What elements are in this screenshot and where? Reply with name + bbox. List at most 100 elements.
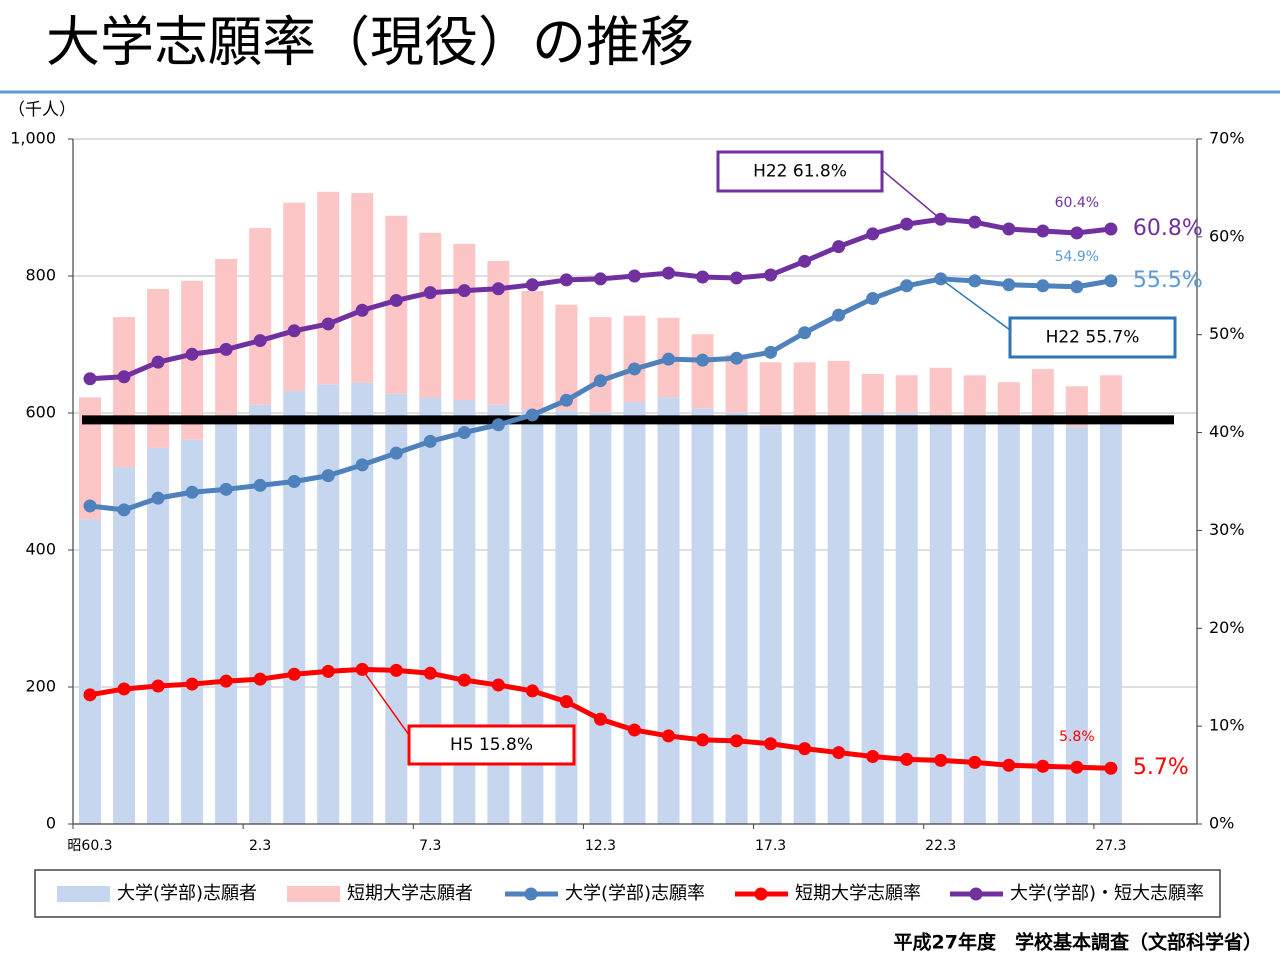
line-marker — [627, 362, 641, 376]
bar — [317, 384, 340, 824]
bar — [793, 362, 816, 420]
legend-label: 短期大学志願率 — [795, 883, 921, 904]
line-marker — [662, 352, 676, 366]
line-marker — [1104, 274, 1118, 288]
line-marker — [151, 355, 165, 369]
y-tick-label: 600 — [25, 403, 56, 422]
bar — [453, 399, 476, 824]
y-tick-label: 400 — [25, 540, 56, 559]
bar — [895, 375, 918, 413]
data-label: 5.7% — [1133, 755, 1189, 780]
line-marker — [662, 729, 676, 743]
bar — [725, 354, 748, 413]
legend-label: 大学(学部)志願者 — [117, 883, 257, 904]
line-marker — [832, 240, 846, 254]
line-marker — [389, 663, 403, 677]
line-marker — [593, 374, 607, 388]
bar — [827, 360, 850, 417]
legend-swatch — [287, 886, 340, 902]
line-marker — [423, 666, 437, 680]
bar — [181, 439, 204, 824]
x-tick-label: 2.3 — [249, 838, 271, 854]
bar — [759, 425, 782, 824]
bar — [79, 519, 101, 824]
annotation-box — [407, 724, 576, 766]
line-marker — [117, 682, 131, 696]
bar — [589, 317, 612, 413]
line-marker — [321, 469, 335, 483]
line-marker — [457, 673, 471, 687]
bar — [963, 419, 986, 824]
bar — [385, 393, 408, 824]
line-marker — [730, 351, 744, 365]
line-marker — [627, 269, 641, 283]
line-marker — [866, 749, 880, 763]
line-marker — [1002, 222, 1016, 236]
bar — [1031, 369, 1054, 420]
legend-swatch — [969, 887, 983, 901]
y-unit: （千人） — [8, 100, 76, 120]
y-tick-label: 1,000 — [10, 129, 56, 148]
bar — [113, 467, 136, 824]
legend-label: 大学(学部)・短大志願率 — [1010, 883, 1204, 904]
line-marker — [1104, 222, 1118, 236]
line-marker — [287, 324, 301, 338]
line-marker — [764, 268, 778, 282]
annotation-leader — [361, 668, 410, 736]
line-marker — [253, 334, 267, 348]
bar — [589, 412, 612, 824]
line-marker — [457, 284, 471, 298]
line-marker — [423, 286, 437, 300]
bar — [1099, 375, 1122, 417]
bar — [827, 416, 850, 824]
line-marker — [83, 499, 97, 513]
line-marker — [1036, 224, 1050, 238]
annotation-text: H22 61.8% — [753, 162, 847, 182]
bar — [861, 373, 884, 413]
line-marker — [696, 353, 710, 367]
bar — [249, 404, 272, 824]
bar — [861, 413, 884, 824]
y2-tick-label: 20% — [1209, 618, 1245, 637]
line-marker — [389, 293, 403, 307]
line-marker — [185, 347, 199, 361]
line-marker — [321, 317, 335, 331]
annotation-leader — [940, 278, 1011, 331]
line-marker — [151, 679, 165, 693]
line-marker — [968, 755, 982, 769]
line-marker — [491, 418, 505, 432]
line-marker — [1036, 759, 1050, 773]
bar — [623, 402, 646, 824]
y2-tick-label: 40% — [1209, 422, 1245, 441]
bar — [351, 382, 374, 824]
bar — [453, 243, 476, 400]
line-marker — [934, 753, 948, 767]
x-tick-label: 昭60.3 — [67, 838, 112, 854]
data-label: 54.9% — [1055, 249, 1099, 265]
bar — [249, 228, 272, 405]
legend-swatch — [754, 887, 768, 901]
line-marker — [559, 393, 573, 407]
bar — [487, 260, 510, 405]
bar — [283, 202, 306, 392]
line-marker — [117, 370, 131, 384]
bar — [555, 304, 578, 411]
bar — [623, 315, 646, 403]
line-marker — [559, 273, 573, 287]
line-marker — [1036, 279, 1050, 293]
line-marker — [219, 482, 233, 496]
annotation-box — [1008, 316, 1177, 359]
bar — [691, 408, 714, 824]
line-marker — [355, 303, 369, 317]
bar — [283, 391, 306, 824]
bar — [725, 412, 748, 824]
bar — [1065, 426, 1088, 824]
y-tick-label: 0 — [46, 814, 56, 833]
y-tick-label: 800 — [25, 266, 56, 285]
bar — [1099, 416, 1122, 824]
bar — [997, 423, 1020, 824]
y-tick-label: 200 — [25, 677, 56, 696]
y2-tick-label: 60% — [1209, 226, 1245, 245]
bar — [963, 375, 986, 420]
bar — [997, 382, 1020, 424]
